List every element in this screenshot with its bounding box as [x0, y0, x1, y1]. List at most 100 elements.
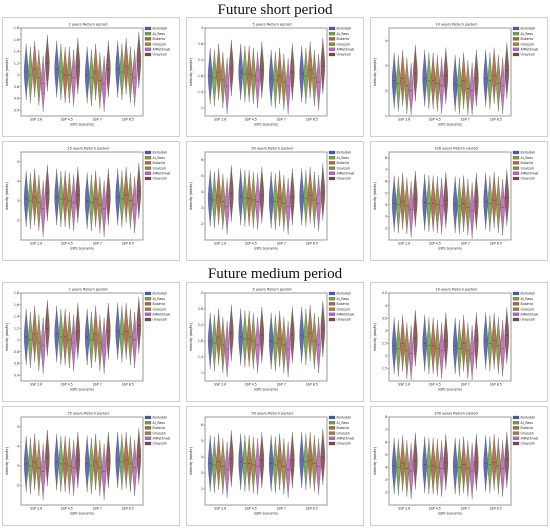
y-tick-label: 1.6 [14, 38, 19, 42]
x-tick-label: SSP 2.6 [214, 383, 226, 387]
y-tick-label: 8 [385, 156, 387, 160]
y-tick-label: 2.2 [198, 323, 203, 327]
legend-swatch [328, 307, 336, 311]
y-tick-label: 3 [201, 26, 203, 30]
y-tick-label: 1.8 [14, 26, 19, 30]
legend-label: AlMethnab [521, 313, 539, 317]
y-tick-label: 3 [17, 464, 19, 468]
legend-swatch [328, 161, 336, 165]
chart-panel: 5 years Return period Intensity (mm/hr) 1 1… [186, 17, 364, 137]
legend-label: Bukeria [153, 161, 165, 165]
y-tick-label: 2.5 [382, 341, 387, 345]
legend-swatch [328, 431, 336, 435]
legend-label: Unayzah [153, 53, 167, 57]
y-tick-label: 1.8 [198, 74, 203, 78]
legend-label: Bukeria [337, 37, 349, 41]
legend-swatch [512, 156, 520, 160]
x-axis-label: SSPs Scenarios [438, 512, 462, 516]
violin-chart: 2 years Return period Intensity (mm/hr) 0.… [5, 23, 170, 127]
x-tick-label: SSP 8.5 [122, 507, 134, 511]
chart-title: 10 years Return period [435, 288, 476, 292]
legend-label: Unayzah [521, 318, 535, 322]
y-tick-label: 5 [201, 174, 203, 178]
x-axis-label: SSPs Scenarios [438, 247, 462, 251]
x-tick-label: SSP 4.5 [61, 507, 73, 511]
violin-mark [408, 62, 414, 116]
x-tick-label: SSP 8.5 [122, 383, 134, 387]
legend-label: Unaizah [521, 431, 534, 435]
x-axis-label: SSPs Scenarios [438, 388, 462, 392]
legend-label: Buriydah [153, 292, 168, 296]
legend-label: Buriydah [337, 27, 352, 31]
legend-swatch [144, 312, 152, 316]
legend-swatch [144, 291, 152, 296]
legend-swatch [144, 317, 152, 322]
section-title-short: Future short period [217, 2, 333, 18]
y-tick-label: 6 [385, 440, 387, 444]
legend-label: Bukeria [521, 161, 533, 165]
legend-swatch [144, 26, 152, 31]
y-tick-label: 3 [17, 199, 19, 203]
legend-label: Unaizah [521, 42, 534, 46]
x-tick-label: SSP 2.6 [214, 507, 226, 511]
violin-chart: 10 years Return period Intensity (mm/hr) 1… [373, 23, 538, 127]
legend-label: Unaizah [153, 166, 166, 170]
legend-swatch [328, 441, 336, 446]
y-tick-label: 1 [201, 106, 203, 110]
chart-panel: 5 years Return period Intensity (mm/hr) 1 1… [186, 282, 364, 402]
legend-swatch [512, 436, 520, 440]
legend-swatch [144, 171, 152, 175]
legend-swatch [144, 421, 152, 425]
legend-label: AlMethnab [337, 437, 355, 441]
y-tick-label: 1.5 [382, 367, 387, 371]
legend-swatch [144, 426, 152, 430]
y-tick-label: 2 [201, 487, 203, 491]
y-tick-label: 4 [385, 39, 387, 43]
x-tick-label: SSP 7 [277, 242, 286, 246]
x-tick-label: SSP 8.5 [122, 242, 134, 246]
y-tick-label: 0.4 [14, 373, 19, 377]
legend-swatch [144, 52, 152, 57]
y-tick-label: 5 [385, 453, 387, 457]
legend-label: Al_Rass [153, 32, 166, 36]
legend-swatch [512, 431, 520, 435]
y-axis-label: Intensity (mm/hr) [189, 182, 193, 210]
y-tick-label: 3 [201, 291, 203, 295]
chart-title: 25 years Return period [67, 147, 108, 151]
y-axis-label: Intensity (mm/hr) [189, 58, 193, 86]
legend-label: Al_Rass [153, 156, 166, 160]
x-axis-label: SSPs Scenarios [438, 123, 462, 127]
y-tick-label: 2 [385, 354, 387, 358]
legend-label: Bukeria [337, 302, 349, 306]
violin-chart: 5 years Return period Intensity (mm/hr) 1 1… [189, 23, 354, 127]
legend-label: AlMethnab [521, 172, 539, 176]
y-tick-label: 1 [201, 371, 203, 375]
legend-swatch [512, 441, 520, 446]
legend-label: Al_Rass [337, 32, 350, 36]
legend-swatch [328, 176, 336, 181]
legend-label: Unaizah [337, 431, 350, 435]
legend-label: Bukeria [521, 426, 533, 430]
y-tick-label: 4 [385, 203, 387, 207]
y-tick-label: 1.2 [14, 61, 19, 65]
legend-label: Buriydah [337, 292, 352, 296]
legend-swatch [328, 415, 336, 420]
y-tick-label: 0.6 [14, 362, 19, 366]
legend-swatch [512, 150, 520, 155]
chart-panel: 100 years Return period Intensity (mm/hr)… [370, 141, 548, 261]
legend-label: Unaizah [337, 42, 350, 46]
y-tick-label: 4 [17, 180, 19, 184]
y-tick-label: 2.6 [198, 42, 203, 46]
legend-label: Unayzah [337, 53, 351, 57]
legend-label: Unayzah [153, 177, 167, 181]
y-tick-label: 1.4 [198, 355, 203, 359]
legend-label: AlMethnab [153, 172, 171, 176]
x-tick-label: SSP 4.5 [245, 118, 257, 122]
legend-swatch [512, 32, 520, 36]
legend-swatch [328, 26, 336, 31]
legend-label: Al_Rass [153, 297, 166, 301]
legend-swatch [512, 426, 520, 430]
x-tick-label: SSP 7 [277, 507, 286, 511]
y-tick-label: 3 [201, 206, 203, 210]
x-tick-label: SSP 2.6 [214, 242, 226, 246]
